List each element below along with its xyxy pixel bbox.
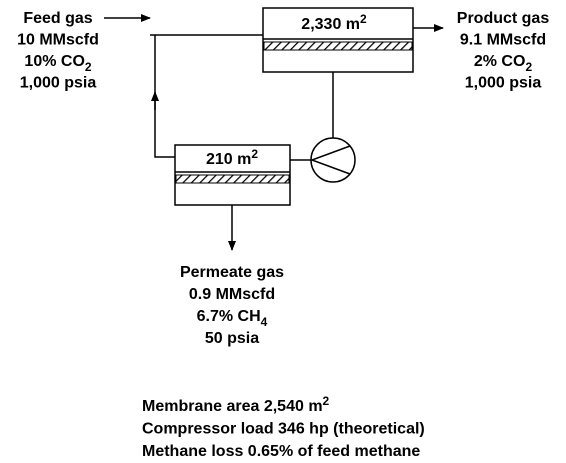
product-line-text: 1,000 psia [465, 75, 542, 92]
feed-line-text: 1,000 psia [20, 75, 97, 92]
feed-line-sub: 2 [85, 60, 92, 74]
permeate-line: 6.7% CH4 [197, 308, 268, 329]
feed-line-text: Feed gas [23, 10, 92, 27]
permeate-line: 50 psia [205, 330, 259, 347]
permeate-line-sub: 4 [261, 315, 268, 329]
summary-line-text: Membrane area 2,540 m [142, 398, 323, 415]
permeate-line-text: 0.9 MMscfd [189, 286, 275, 303]
feed-line: 1,000 psia [20, 75, 97, 92]
product-line-text: 9.1 MMscfd [460, 32, 546, 49]
feed-line: 10 MMscfd [17, 32, 99, 49]
feed-line-text: 10 MMscfd [17, 32, 99, 49]
permeate-line-text: 50 psia [205, 330, 259, 347]
compressor-symbol [309, 145, 351, 175]
product-line-sub: 2 [525, 60, 532, 74]
membrane-1 [262, 7, 414, 73]
product-line: 1,000 psia [465, 75, 542, 92]
summary-line: Methane loss 0.65% of feed methane [142, 443, 420, 460]
permeate-line: Permeate gas [180, 264, 284, 281]
summary-line: Membrane area 2,540 m2 [142, 394, 330, 415]
product-line: 9.1 MMscfd [460, 32, 546, 49]
permeate-line-text: Permeate gas [180, 264, 284, 281]
product-line-text: 2% CO [474, 53, 526, 70]
membrane-label-sup: 2 [251, 147, 258, 161]
membrane-hatch [263, 41, 413, 51]
permeate-line-text: 6.7% CH [197, 308, 261, 325]
feed-line: 10% CO2 [24, 53, 91, 74]
membrane-label: 210 m2 [206, 147, 258, 168]
summary-line: Compressor load 346 hp (theoretical) [142, 421, 425, 438]
summary-line-text: Compressor load 346 hp (theoretical) [142, 421, 425, 438]
summary-line-text: Methane loss 0.65% of feed methane [142, 443, 420, 460]
summary-line-sup: 2 [323, 394, 330, 408]
recycle-line [154, 35, 175, 158]
product-line: 2% CO2 [474, 53, 533, 74]
membrane-label: 2,330 m2 [301, 12, 367, 33]
feed-line-text: 10% CO [24, 53, 84, 70]
membrane-label-text: 210 m [206, 151, 251, 168]
membrane-label-text: 2,330 m [301, 16, 360, 33]
permeate-line: 0.9 MMscfd [189, 286, 275, 303]
compressor [310, 137, 356, 183]
membrane-label-sup: 2 [360, 12, 367, 26]
product-line: Product gas [457, 10, 550, 27]
product-line-text: Product gas [457, 10, 550, 27]
feed-line: Feed gas [23, 10, 92, 27]
membrane-hatch [175, 174, 290, 184]
